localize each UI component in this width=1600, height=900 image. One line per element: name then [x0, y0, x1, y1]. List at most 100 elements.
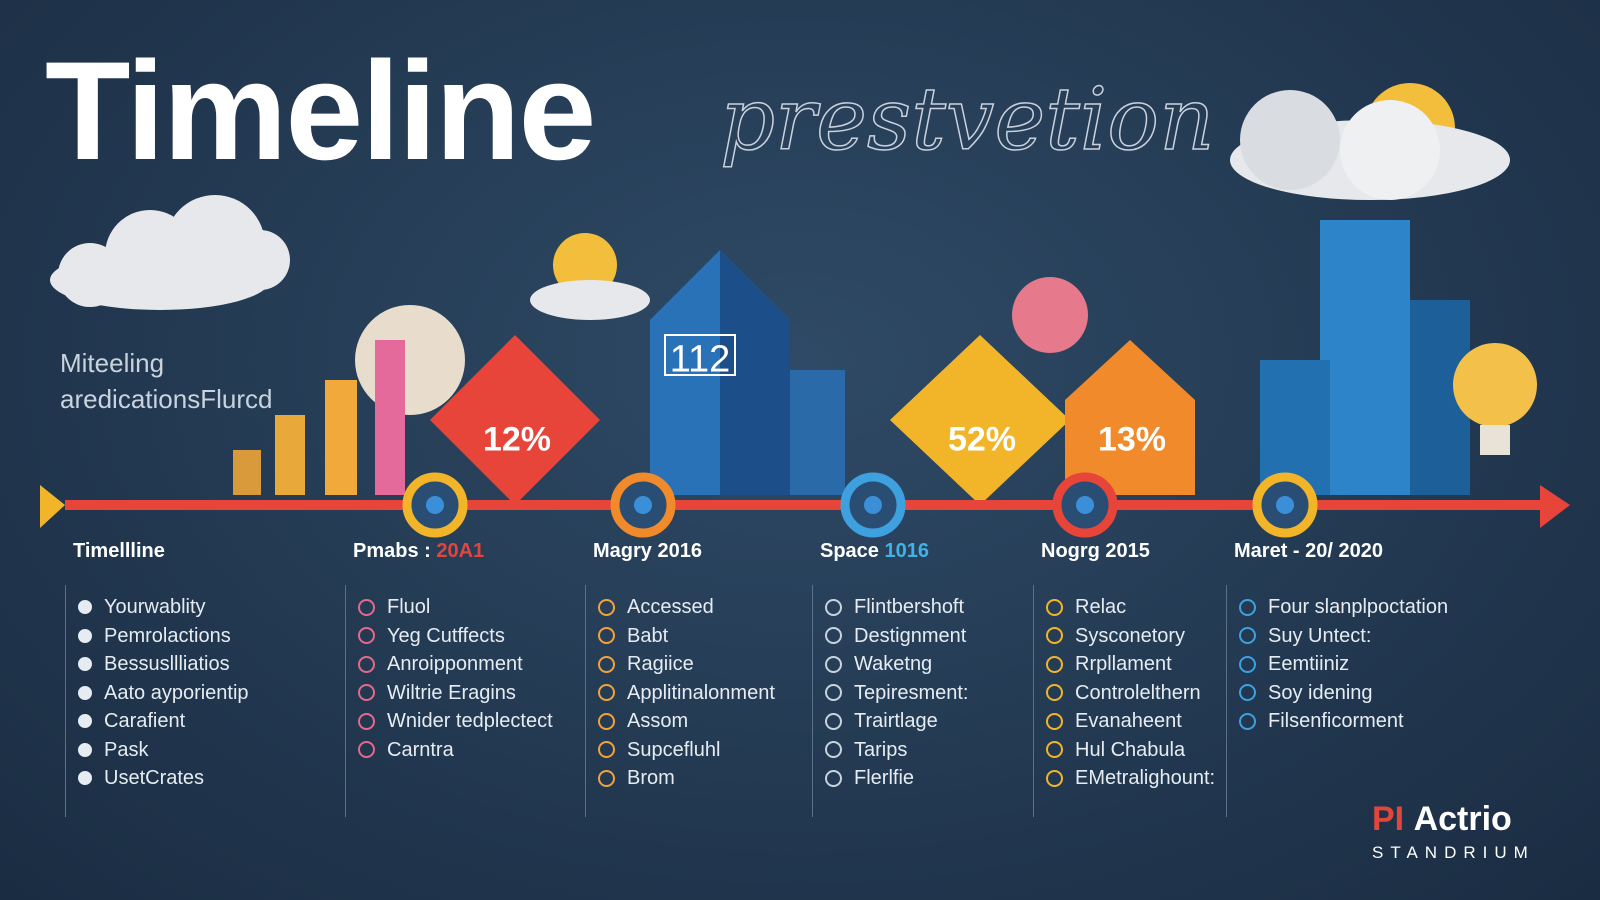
item-text: Relac	[1075, 596, 1127, 618]
item-icon	[358, 741, 375, 759]
column: Timellline Yourwablity Pemrolactions Bessus…	[65, 540, 249, 817]
item-icon	[825, 598, 842, 616]
item-icon	[825, 741, 842, 759]
column-title: Space 1016	[820, 540, 969, 563]
logo: PI Actrio STANDRIUM	[1372, 800, 1535, 863]
item-icon	[1239, 598, 1256, 616]
column: Pmabs : 20A1 Fluol Yeg Cutffects Anroipponm…	[345, 540, 553, 817]
cloud-right	[1230, 83, 1510, 200]
item: Brom	[598, 764, 775, 793]
item: Trairtlage	[825, 707, 969, 736]
item-text: Flerlfie	[854, 767, 915, 789]
item-icon	[598, 684, 615, 702]
item: Bessusllliatios	[78, 650, 249, 679]
red-diamond	[430, 335, 600, 505]
item-text: Wnider tedplectect	[387, 710, 553, 732]
badge: 52%	[947, 420, 1017, 459]
item-icon	[358, 627, 375, 645]
bars	[233, 305, 465, 495]
item: Assom	[598, 707, 775, 736]
item-text: UsetCrates	[104, 767, 205, 789]
item-icon	[825, 655, 842, 673]
item-text: Carntra	[387, 738, 454, 761]
item: Tarips	[825, 736, 969, 765]
item-icon	[825, 712, 842, 730]
item: Destignment	[825, 622, 969, 651]
item-text: Bessusllliatios	[104, 653, 230, 675]
item-text: Eemtiiniz	[1268, 653, 1350, 675]
item-icon	[825, 627, 842, 645]
item-icon	[1239, 627, 1256, 645]
item-icon	[1239, 655, 1256, 673]
timeline-start	[40, 485, 65, 528]
item-icon	[78, 685, 92, 700]
column-title-text: Maret - 20/ 2020	[1234, 540, 1383, 562]
item: Babt	[598, 622, 775, 651]
tower	[650, 250, 845, 495]
logo-red: PI	[1372, 800, 1405, 838]
city-right	[1260, 220, 1537, 495]
item-text: Applitinalonment	[627, 681, 775, 704]
item: Relac	[1046, 593, 1215, 622]
item: Hul Chabula	[1046, 736, 1215, 765]
item-text: Accessed	[627, 596, 714, 618]
item-text: Filsenficorment	[1268, 710, 1404, 732]
column-title-text: Space	[820, 540, 885, 562]
item-text: Anroipponment	[387, 653, 523, 675]
item-text: Brom	[627, 767, 675, 789]
cloud-left	[50, 195, 290, 310]
item-icon	[78, 742, 92, 757]
column-title-accent: 1016	[884, 540, 929, 562]
item: Wnider tedplectect	[358, 707, 553, 736]
item-text: Evanaheent	[1075, 710, 1182, 732]
item-icon	[1239, 712, 1256, 730]
badge: 13%	[1097, 420, 1167, 459]
column-title-accent: 20A1	[436, 540, 485, 562]
node-centers	[426, 496, 1294, 514]
item-icon	[1046, 598, 1063, 616]
item: Supcefluhl	[598, 736, 775, 765]
item-text: Suy Untect:	[1268, 624, 1372, 647]
column-title-text: Pmabs :	[353, 540, 437, 562]
item-text: Wiltrie Eragins	[387, 681, 516, 704]
item: Wiltrie Eragins	[358, 679, 553, 708]
item: Eemtiiniz	[1239, 650, 1448, 679]
item: Tepiresment:	[825, 679, 969, 708]
item: Filsenficorment	[1239, 707, 1448, 736]
item-text: Four slanplpoctation	[1268, 596, 1449, 618]
item: Ragiice	[598, 650, 775, 679]
badge: 12%	[482, 420, 552, 459]
item-text: Fluol	[387, 596, 431, 618]
item-list: Yourwablity Pemrolactions Bessusllliatios A…	[65, 585, 249, 817]
item: Applitinalonment	[598, 679, 775, 708]
item: Yeg Cutffects	[358, 622, 553, 651]
item: Aato ayporientip	[78, 679, 249, 708]
item: Anroipponment	[358, 650, 553, 679]
item-icon	[358, 684, 375, 702]
item-icon	[598, 627, 615, 645]
orange-house	[1065, 340, 1195, 495]
column-title: Pmabs : 20A1	[353, 540, 553, 563]
item-text: Babt	[627, 624, 669, 647]
item-text: Aato ayporientip	[104, 681, 249, 704]
column-title: Magry 2016	[593, 540, 775, 563]
item-text: Yourwablity	[104, 596, 206, 618]
item-icon	[78, 714, 92, 729]
item-text: Destignment	[854, 624, 967, 647]
item-icon	[78, 657, 92, 672]
timeline-bar	[65, 500, 1555, 510]
item-text: Soy idening	[1268, 681, 1373, 704]
item: Rrpllament	[1046, 650, 1215, 679]
item: Suy Untect:	[1239, 622, 1448, 651]
item: Fluol	[358, 593, 553, 622]
item: Evanaheent	[1046, 707, 1215, 736]
item: Pemrolactions	[78, 622, 249, 651]
item: Flintbershoft	[825, 593, 969, 622]
item-text: Pemrolactions	[104, 624, 231, 647]
item-text: Rrpllament	[1075, 653, 1172, 675]
item-icon	[78, 771, 92, 786]
sun-cloud	[530, 233, 650, 320]
item-text: Sysconetory	[1075, 624, 1186, 647]
